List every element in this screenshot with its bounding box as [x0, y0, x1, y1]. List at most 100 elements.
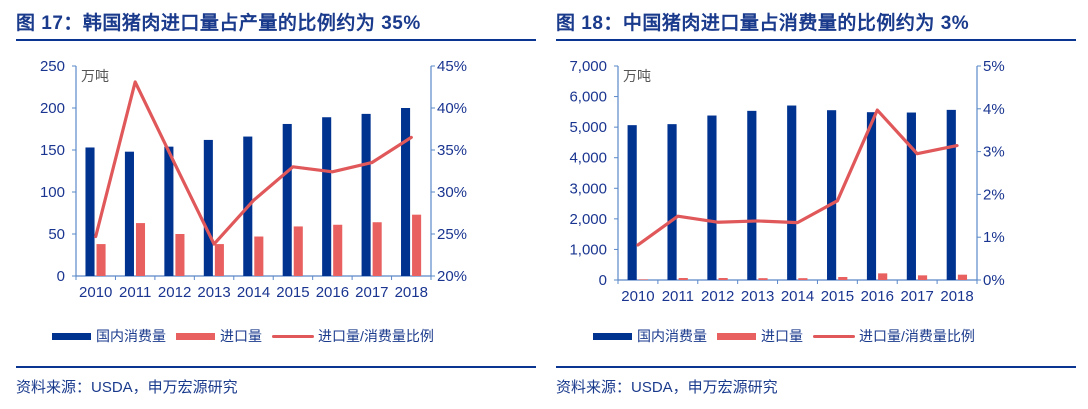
x-axis-tick-label: 2018: [395, 284, 428, 301]
right-axis-tick-label: 3%: [983, 144, 1005, 161]
x-axis-tick-label: 2016: [861, 288, 894, 305]
bar-domestic: [401, 108, 411, 276]
right-axis-tick-label: 4%: [983, 101, 1005, 118]
bar-imports: [838, 277, 848, 280]
legend-item-domestic: 国内消费量: [52, 326, 166, 346]
title-rule: [16, 39, 536, 41]
chart-title: 图 18：中国猪肉进口量占消费量的比例约为 3%: [556, 13, 970, 34]
chart-title: 图 17：韩国猪肉进口量占产量的比例约为 35%: [16, 13, 421, 34]
line-ratio-point: [836, 200, 838, 202]
legend-label: 国内消费量: [637, 328, 707, 344]
legend-item-ratio: 进口量/消费量比例: [272, 326, 434, 346]
line-ratio-point: [797, 222, 798, 224]
x-axis-tick-label: 2011: [119, 284, 151, 301]
left-axis-tick-label: 7,000: [569, 58, 607, 75]
left-axis-tick-label: 3,000: [569, 180, 607, 197]
right-axis-tick-label: 35%: [437, 142, 467, 159]
left-axis-tick-label: 50: [48, 226, 65, 243]
line-ratio-point: [956, 145, 958, 147]
right-axis-tick-label: 20%: [437, 268, 467, 285]
bar-imports: [175, 234, 185, 276]
left-axis-tick-label: 4,000: [569, 150, 607, 167]
line-ratio-point: [95, 236, 97, 238]
bar-domestic: [906, 112, 916, 280]
bar-imports: [678, 278, 688, 280]
x-axis-tick-label: 2015: [276, 284, 309, 301]
legend: 国内消费量 进口量 进口量/消费量比例: [593, 326, 985, 346]
line-ratio-point: [253, 199, 254, 201]
bar-domestic: [124, 151, 134, 276]
bar-domestic: [787, 105, 797, 280]
bar-imports: [372, 222, 382, 276]
right-axis-tick-label: 45%: [437, 58, 467, 75]
bar-domestic: [361, 113, 371, 276]
left-axis-tick-label: 0: [57, 268, 65, 285]
right-axis-tick-label: 5%: [983, 58, 1005, 75]
left-axis-tick-label: 5,000: [569, 119, 607, 136]
legend-swatch-ratio: [813, 334, 855, 338]
left-axis-tick-label: 200: [40, 100, 65, 117]
bar-domestic: [85, 147, 95, 276]
bar-imports: [96, 244, 106, 276]
right-axis-tick-label: 0%: [983, 272, 1005, 289]
left-axis-tick-label: 1,000: [569, 241, 607, 258]
unit-label: 万吨: [81, 68, 109, 84]
left-axis-tick-label: 150: [40, 142, 65, 159]
x-axis-tick-label: 2012: [701, 288, 734, 305]
x-axis-tick-label: 2017: [355, 284, 388, 301]
legend: 国内消费量 进口量 进口量/消费量比例: [52, 326, 444, 346]
line-ratio-point: [677, 215, 679, 217]
bar-domestic: [282, 123, 292, 277]
line-ratio-point: [174, 162, 176, 164]
bar-imports: [718, 278, 728, 280]
line-ratio-point: [410, 136, 412, 138]
source-rule: [556, 366, 1076, 368]
x-axis-tick-label: 2014: [237, 284, 270, 301]
source-rule: [16, 366, 536, 368]
unit-label: 万吨: [623, 68, 651, 84]
bar-imports: [135, 223, 146, 276]
x-axis-tick-label: 2018: [940, 288, 973, 305]
left-axis-tick-label: 6,000: [569, 89, 607, 106]
bar-domestic: [946, 109, 956, 281]
legend-item-domestic: 国内消费量: [593, 326, 707, 346]
bar-imports: [412, 214, 422, 276]
bar-domestic: [667, 124, 677, 281]
source-note: 资料来源：USDA，申万宏源研究: [16, 379, 238, 396]
line-ratio-point: [134, 81, 136, 83]
legend-item-imports: 进口量: [717, 326, 803, 346]
right-axis-tick-label: 1%: [983, 229, 1005, 246]
bar-imports: [957, 274, 968, 280]
line-ratio-point: [916, 153, 918, 155]
x-axis-tick-label: 2012: [158, 284, 191, 301]
line-ratio-point: [371, 162, 373, 164]
line-ratio-point: [876, 109, 878, 111]
legend-label: 进口量: [220, 328, 262, 344]
bar-imports: [333, 224, 343, 276]
right-axis-tick-label: 40%: [437, 100, 467, 117]
legend-swatch-ratio: [272, 334, 314, 338]
line-ratio-point: [292, 166, 294, 168]
line-ratio-point: [717, 221, 719, 223]
legend-label: 进口量: [761, 328, 803, 344]
left-axis-tick-label: 250: [40, 58, 65, 75]
x-axis-tick-label: 2017: [900, 288, 933, 305]
x-axis-tick-label: 2011: [662, 288, 694, 305]
right-axis-tick-label: 25%: [437, 226, 467, 243]
right-axis-tick-label: 2%: [983, 186, 1005, 203]
bar-domestic: [827, 110, 837, 280]
bar-imports: [293, 226, 303, 276]
bar-imports: [758, 278, 768, 280]
legend-swatch-domestic: [52, 332, 91, 340]
left-axis-tick-label: 0: [599, 272, 607, 289]
line-ratio-point: [637, 244, 639, 246]
bar-domestic: [322, 117, 332, 277]
legend-label: 进口量/消费量比例: [318, 328, 434, 344]
bar-imports: [214, 244, 224, 276]
legend-item-imports: 进口量: [176, 326, 262, 346]
bar-imports: [254, 236, 264, 276]
chart-panel-korea: 图 17：韩国猪肉进口量占产量的比例约为 35% 0 50 100 150 200 250…: [16, 0, 536, 409]
legend-swatch-domestic: [593, 332, 632, 340]
bar-domestic: [203, 139, 213, 276]
bar-domestic: [627, 125, 637, 280]
